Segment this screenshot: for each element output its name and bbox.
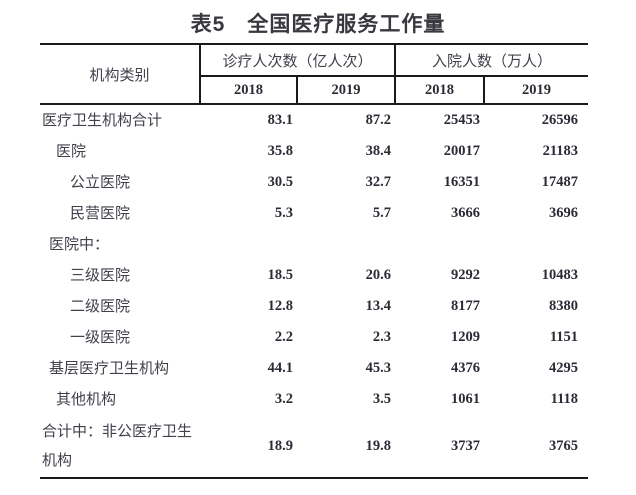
cell-value (395, 229, 484, 260)
table-body: 医疗卫生机构合计 83.1 87.2 25453 26596 医院 35.8 3… (40, 104, 588, 478)
header-year-row: 2018 2019 2018 2019 (40, 76, 589, 104)
cell-value: 10483 (541, 267, 579, 283)
cell-value: 83.1 (267, 112, 293, 128)
cell-value: 19.8 (365, 437, 392, 454)
table-header: 机构类别 诊疗人次数（亿人次） 入院人数（万人） 2018 2019 2018 … (40, 44, 589, 104)
cell-value: 44.1 (267, 360, 293, 376)
header-group-row: 机构类别 诊疗人次数（亿人次） 入院人数（万人） (40, 44, 589, 84)
row-label: 民营医院 (70, 204, 131, 222)
cell-value: 26596 (541, 112, 579, 128)
row-label: 合计中：非公医疗卫生机构 (42, 422, 193, 469)
cell-value: 21183 (542, 143, 579, 159)
cell-value (297, 229, 395, 260)
cell-value: 13.4 (365, 298, 392, 314)
cell-value (484, 229, 588, 260)
row-label: 医院 (56, 142, 87, 160)
table-row: 其他机构 3.2 3.5 1061 1118 (40, 384, 588, 415)
row-label: 一级医院 (70, 328, 131, 346)
row-label: 公立医院 (70, 173, 131, 191)
table-row: 二级医院 12.8 13.4 8177 8380 (40, 291, 588, 322)
table-row: 医院 35.8 38.4 20017 21183 (40, 136, 588, 167)
cell-value: 4295 (549, 360, 579, 376)
cell-value: 3696 (549, 205, 579, 221)
cell-value: 2.2 (274, 329, 293, 345)
cell-value: 35.8 (267, 143, 293, 159)
cell-value: 3666 (451, 205, 481, 221)
column-group-outpatient-visits: 诊疗人次数（亿人次） (198, 44, 396, 77)
table-row: 三级医院 18.5 20.6 9292 10483 (40, 260, 588, 291)
cell-value: 5.3 (274, 205, 293, 221)
cell-value: 3.5 (372, 391, 392, 407)
cell-value: 9292 (451, 267, 481, 283)
row-label: 其他机构 (56, 390, 117, 408)
cell-value: 8380 (549, 298, 579, 314)
cell-value: 17487 (541, 174, 579, 190)
year-header-admissions-2018: 2018 (394, 76, 485, 104)
table-row: 医疗卫生机构合计 83.1 87.2 25453 26596 (40, 104, 588, 136)
table-row: 医院中： (40, 229, 588, 260)
cell-value: 20.6 (365, 267, 392, 283)
cell-value: 32.7 (365, 174, 392, 190)
cell-value: 16351 (443, 174, 481, 190)
cell-value: 8177 (451, 298, 481, 314)
table-row: 民营医院 5.3 5.7 3666 3696 (40, 198, 588, 229)
cell-value: 3737 (451, 437, 481, 454)
cell-value: 45.3 (365, 360, 392, 376)
cell-value: 1151 (549, 329, 579, 345)
workload-table: 机构类别 诊疗人次数（亿人次） 入院人数（万人） 2018 2019 2018 … (40, 43, 589, 479)
cell-value: 3.2 (274, 391, 293, 407)
row-label: 三级医院 (70, 266, 131, 284)
table-row: 一级医院 2.2 2.3 1209 1151 (40, 322, 588, 353)
cell-value: 25453 (443, 112, 481, 128)
cell-value: 38.4 (365, 143, 392, 159)
cell-value: 18.5 (267, 267, 293, 283)
cell-value: 3765 (549, 437, 579, 454)
year-header-outpatient-2018: 2018 (199, 76, 297, 104)
table-row: 合计中：非公医疗卫生机构 18.9 19.8 3737 3765 (40, 415, 588, 478)
cell-value: 2.3 (372, 329, 392, 345)
row-label: 医疗卫生机构合计 (42, 111, 163, 129)
cell-value: 30.5 (267, 174, 293, 190)
cell-value (200, 229, 297, 260)
table-row: 基层医疗卫生机构 44.1 45.3 4376 4295 (40, 353, 588, 384)
year-header-outpatient-2019: 2019 (295, 76, 396, 104)
cell-value: 1061 (451, 391, 481, 407)
year-header-admissions-2019: 2019 (483, 76, 589, 104)
cell-value: 18.9 (267, 437, 293, 454)
row-label: 二级医院 (70, 297, 131, 315)
cell-value: 87.2 (365, 112, 392, 128)
row-label: 基层医疗卫生机构 (49, 359, 170, 377)
row-label: 医院中： (49, 235, 110, 253)
cell-value: 1118 (550, 391, 579, 407)
cell-value: 5.7 (372, 205, 392, 221)
cell-value: 20017 (443, 143, 481, 159)
cell-value: 12.8 (267, 298, 293, 314)
table-row: 公立医院 30.5 32.7 16351 17487 (40, 167, 588, 198)
table-title: 表5 全国医疗服务工作量 (190, 13, 446, 36)
cell-value: 4376 (451, 360, 481, 376)
cell-value: 1209 (451, 329, 481, 345)
column-header-category: 机构类别 (89, 66, 150, 84)
column-group-admissions: 入院人数（万人） (394, 44, 589, 77)
